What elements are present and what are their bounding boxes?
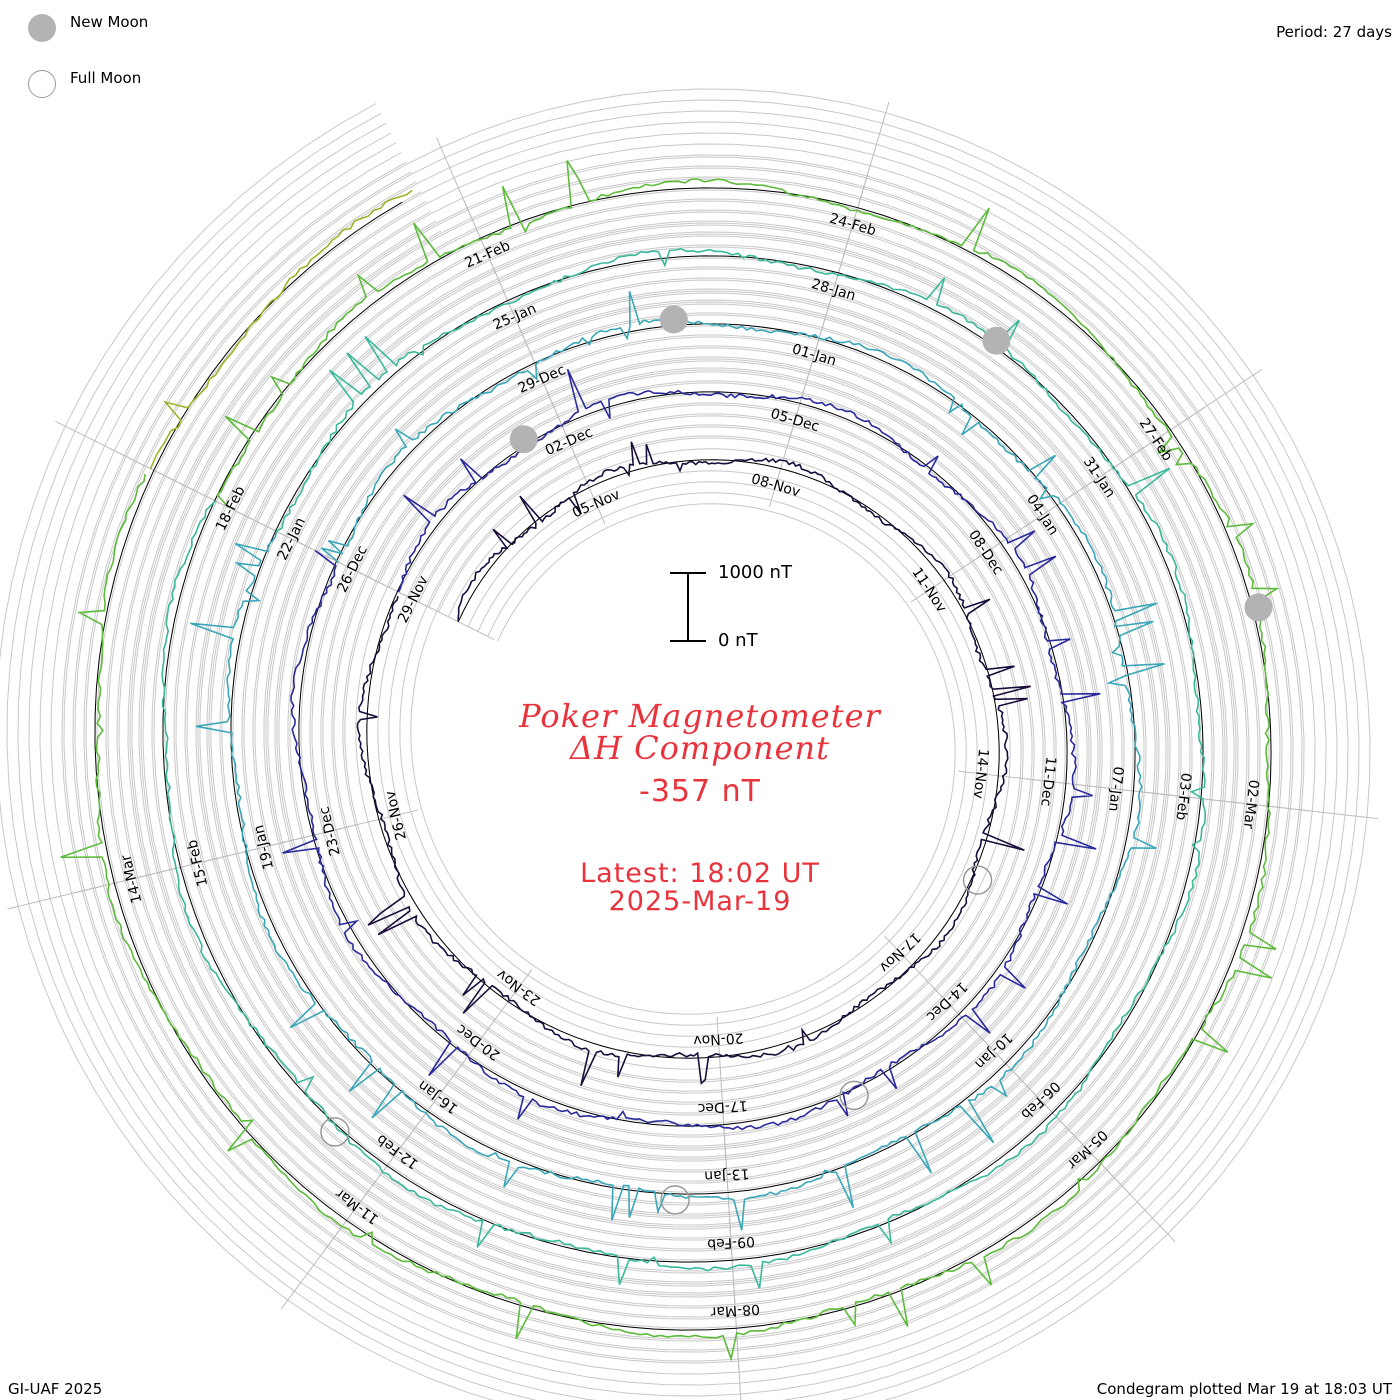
date-label: 08-Dec [965, 527, 1006, 577]
date-label: 09-Feb [707, 1233, 756, 1252]
grid-spiral [127, 220, 1239, 1298]
spiral-grid [0, 88, 1378, 1400]
date-label: 05-Nov [570, 487, 622, 522]
trace-turn [60, 160, 1280, 1362]
grid-spiral [28, 121, 1338, 1397]
trace-turn [356, 441, 1031, 1087]
date-label: 23-Nov [494, 966, 544, 1009]
date-label: 05-Mar [1064, 1126, 1111, 1172]
date-label: 29-Nov [395, 573, 432, 625]
radial-tick [1071, 1132, 1176, 1243]
grid-spiral [105, 198, 1261, 1320]
grid-spiral [83, 176, 1283, 1342]
radial-tick [280, 1188, 371, 1310]
period-label: Period: 27 days [1276, 23, 1392, 41]
radial-tick [1136, 368, 1263, 453]
latest-time: Latest: 18:02 UT [580, 858, 820, 889]
date-label: 20-Nov [693, 1029, 744, 1048]
grid-spiral [6, 99, 1360, 1400]
new-moon-icon [659, 305, 688, 334]
grid-spiral [116, 209, 1250, 1309]
radial-tick [1228, 801, 1378, 820]
date-label: 17-Nov [876, 929, 923, 975]
scale-bottom-label: 0 nT [718, 630, 758, 651]
date-label: 03-Feb [1173, 772, 1194, 821]
grid-spiral [50, 143, 1316, 1375]
grid-spiral [0, 88, 1371, 1400]
date-label: 10-Jan [971, 1029, 1015, 1072]
chart-subtitle: ΔH Component [569, 729, 831, 767]
new-moon-icon [509, 425, 538, 454]
full-moon-icon [962, 865, 993, 895]
date-label: 29-Dec [516, 362, 568, 397]
full-moon-icon [839, 1080, 869, 1111]
trace-turn [149, 189, 413, 470]
grid-spiral [39, 132, 1327, 1386]
date-label: 20-Dec [454, 1021, 504, 1064]
radial-tick [435, 137, 497, 276]
radial-tick [733, 1288, 742, 1400]
new-moon-icon [28, 14, 56, 42]
grid-spiral [17, 110, 1349, 1400]
footer-credit: GI-UAF 2025 [8, 1380, 103, 1398]
magnetometer-trace [60, 160, 1280, 1362]
full-moon-icon [28, 70, 56, 98]
chart-title: Poker Magnetometer [519, 697, 881, 735]
date-label: 23-Dec [316, 805, 343, 857]
moon-markers [320, 305, 1273, 1215]
date-label: 13-Jan [704, 1165, 750, 1184]
radial-tick [845, 102, 890, 247]
date-label: 18-Feb [213, 484, 249, 534]
date-label: 01-Jan [790, 341, 838, 369]
date-label: 08-Mar [710, 1301, 760, 1320]
baseline-path [94, 187, 1272, 1331]
new-moon-icon [982, 326, 1011, 355]
trace-turn [282, 368, 1101, 1131]
scale-bar [670, 572, 706, 642]
trace-turn [161, 247, 1207, 1289]
latest-date: 2025-Mar-19 [608, 886, 792, 917]
grid-spiral [61, 154, 1305, 1364]
date-label: 02-Dec [543, 424, 595, 459]
date-label: 31-Jan [1080, 454, 1118, 501]
baseline-spiral [94, 187, 1272, 1331]
date-label: 28-Jan [809, 276, 857, 304]
date-label: 08-Nov [749, 471, 802, 501]
footer-plot-time: Condegram plotted Mar 19 at 18:03 UT [1096, 1380, 1392, 1398]
full-moon-icon [320, 1117, 350, 1147]
date-label: 12-Feb [374, 1131, 422, 1172]
scale-top-label: 1000 nT [718, 562, 792, 583]
full-moon-legend-label: Full Moon [70, 69, 142, 87]
date-label: 11-Nov [908, 565, 949, 616]
radial-tick [55, 420, 190, 489]
new-moon-icon [1244, 593, 1273, 622]
date-label: 17-Dec [697, 1097, 748, 1116]
date-label: 07-Jan [1105, 766, 1126, 813]
date-label: 05-Dec [769, 406, 821, 435]
new-moon-legend-label: New Moon [70, 13, 149, 31]
full-moon-icon [660, 1185, 690, 1215]
date-label: 11-Dec [1037, 756, 1058, 807]
date-label: 11-Mar [333, 1185, 382, 1227]
grid-spiral [72, 165, 1294, 1353]
radial-tick [7, 873, 154, 910]
date-label: 14-Nov [970, 748, 991, 800]
date-label: 02-Mar [1240, 779, 1261, 830]
current-value: -357 nT [639, 774, 761, 809]
